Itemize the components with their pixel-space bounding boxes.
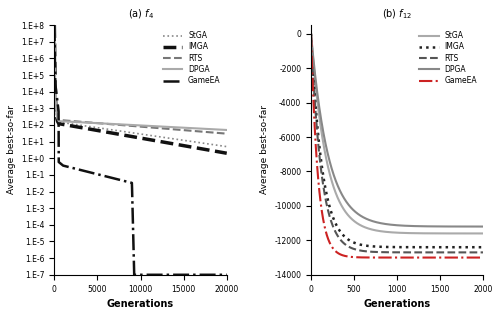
RTS (384, 250, 390, 254)
Y-axis label: Average best-so-far: Average best-so-far (7, 106, 16, 194)
DPGA (326, 155, 332, 159)
RTS (130, 124, 136, 128)
RTS (218, 131, 224, 135)
DPGA (52, 23, 58, 27)
Line: StGA: StGA (311, 34, 484, 234)
GameEA (130, 251, 136, 255)
RTS (480, 251, 486, 254)
StGA (308, 32, 314, 36)
StGA (218, 144, 224, 148)
GameEA (60, 164, 66, 167)
X-axis label: Generations: Generations (107, 299, 174, 309)
RTS (224, 132, 230, 136)
GameEA (131, 273, 137, 277)
GameEA (187, 273, 193, 277)
GameEA (480, 256, 486, 259)
DPGA (426, 224, 432, 228)
StGA (378, 229, 384, 233)
IMGA (218, 150, 224, 154)
DPGA (442, 225, 448, 228)
DPGA (187, 126, 193, 130)
RTS (378, 250, 384, 254)
IMGA (384, 245, 390, 249)
DPGA (218, 128, 224, 131)
IMGA (218, 150, 224, 154)
DPGA (446, 225, 452, 228)
RTS (446, 251, 452, 254)
GameEA (384, 256, 390, 259)
IMGA (308, 32, 314, 36)
DPGA (60, 119, 66, 123)
Line: IMGA: IMGA (311, 34, 484, 247)
StGA (384, 230, 390, 234)
IMGA (480, 245, 486, 249)
Line: RTS: RTS (311, 34, 484, 252)
RTS (442, 251, 448, 254)
DPGA (378, 221, 384, 225)
StGA (442, 232, 448, 235)
IMGA (442, 245, 448, 249)
IMGA (130, 135, 136, 139)
DPGA (308, 32, 314, 36)
RTS (326, 210, 332, 214)
Line: StGA: StGA (54, 25, 226, 147)
IMGA (187, 145, 193, 149)
GameEA (326, 238, 332, 242)
IMGA (446, 245, 452, 249)
IMGA (224, 151, 230, 155)
Line: GameEA: GameEA (311, 34, 484, 258)
RTS (308, 32, 314, 36)
GameEA (308, 32, 314, 36)
DPGA (218, 128, 224, 131)
StGA (426, 231, 432, 235)
StGA (135, 132, 141, 136)
Line: IMGA: IMGA (54, 25, 226, 153)
Legend: StGA, IMGA, RTS, DPGA, GameEA: StGA, IMGA, RTS, DPGA, GameEA (417, 29, 480, 88)
IMGA (60, 123, 66, 126)
GameEA (426, 256, 432, 259)
Line: GameEA: GameEA (54, 25, 226, 275)
Title: (b) $f_{12}$: (b) $f_{12}$ (382, 7, 412, 21)
GameEA (218, 273, 224, 277)
StGA (52, 23, 58, 27)
GameEA (378, 256, 384, 259)
GameEA (446, 256, 452, 259)
DPGA (224, 128, 230, 132)
StGA (480, 232, 486, 235)
IMGA (378, 245, 384, 249)
IMGA (135, 136, 141, 140)
DPGA (135, 124, 141, 127)
Legend: StGA, IMGA, RTS, DPGA, GameEA: StGA, IMGA, RTS, DPGA, GameEA (160, 29, 223, 88)
Line: RTS: RTS (54, 25, 226, 134)
X-axis label: Generations: Generations (364, 299, 430, 309)
IMGA (52, 23, 58, 27)
DPGA (480, 225, 486, 228)
Title: (a) $f_4$: (a) $f_4$ (128, 7, 154, 21)
DPGA (384, 222, 390, 226)
GameEA (224, 273, 230, 277)
GameEA (52, 23, 58, 27)
Y-axis label: Average best-so-far: Average best-so-far (260, 106, 268, 194)
Line: DPGA: DPGA (54, 25, 226, 130)
StGA (60, 121, 66, 125)
GameEA (136, 273, 141, 277)
Line: DPGA: DPGA (311, 34, 484, 227)
IMGA (326, 201, 332, 205)
RTS (187, 129, 193, 133)
RTS (135, 125, 141, 128)
RTS (426, 251, 432, 254)
StGA (218, 144, 224, 148)
RTS (218, 131, 224, 135)
StGA (130, 131, 136, 135)
RTS (60, 118, 66, 122)
StGA (326, 167, 332, 171)
StGA (187, 139, 193, 143)
GameEA (442, 256, 448, 259)
StGA (224, 145, 230, 149)
DPGA (130, 123, 136, 127)
StGA (446, 232, 452, 235)
RTS (52, 23, 58, 27)
IMGA (426, 245, 432, 249)
GameEA (219, 273, 225, 277)
